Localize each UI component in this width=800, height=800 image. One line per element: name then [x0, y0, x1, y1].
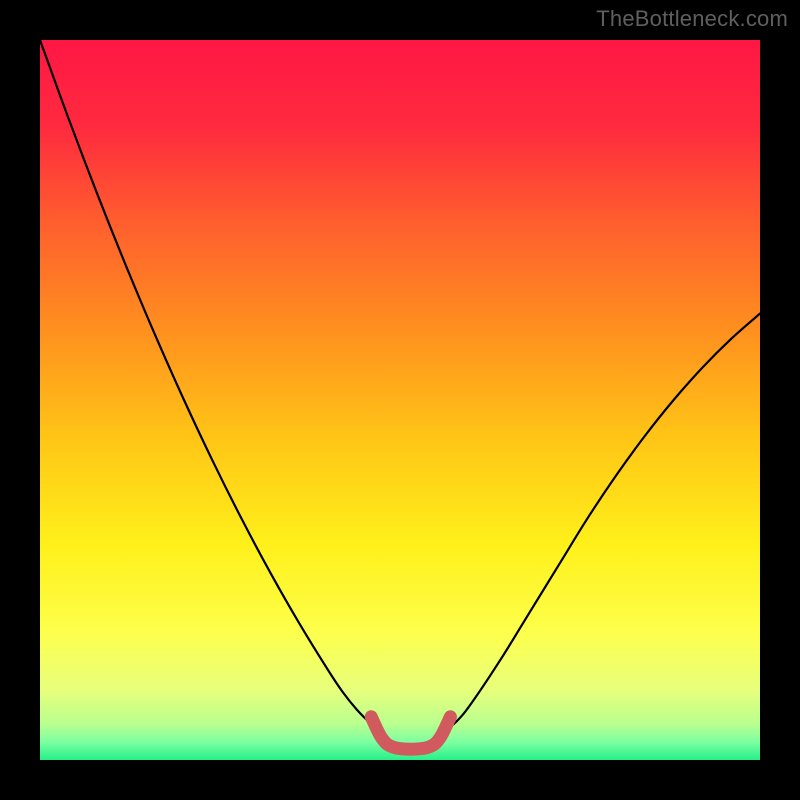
chart-stage: TheBottleneck.com	[0, 0, 800, 800]
plot-background	[40, 40, 760, 760]
chart-svg	[0, 0, 800, 800]
watermark-text: TheBottleneck.com	[596, 6, 788, 32]
